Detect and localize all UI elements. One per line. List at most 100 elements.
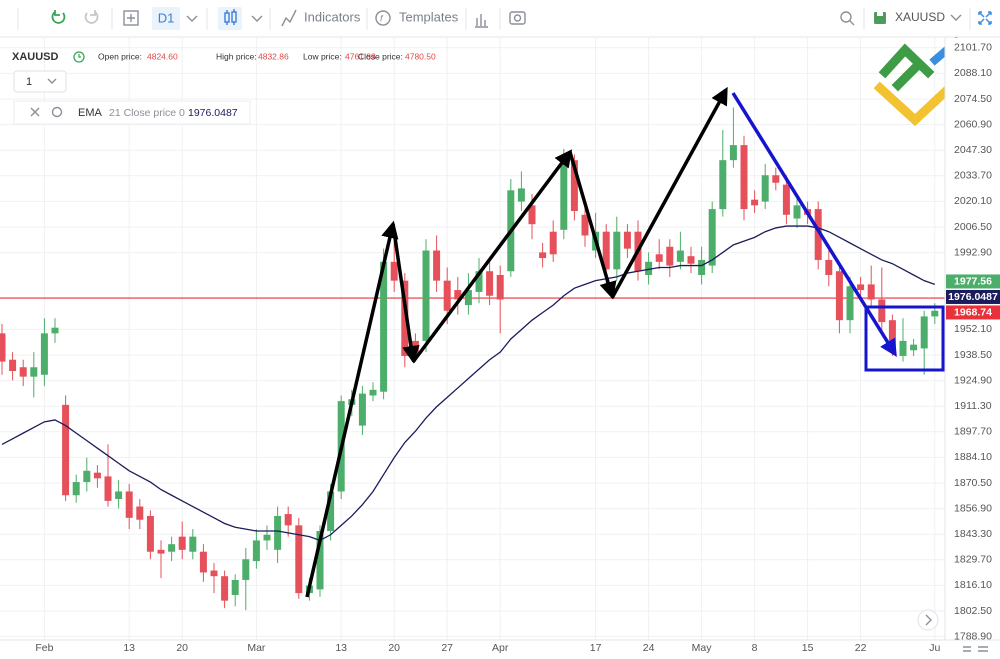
price-axis-panel [945,38,1000,659]
candle-body [0,333,6,362]
indicators-button[interactable]: Indicators [304,9,361,24]
interval-value[interactable]: 1 [26,76,32,88]
timeframe[interactable]: D1 [158,10,175,25]
candle-body [231,579,239,596]
logo [873,36,962,127]
candle-body [284,514,292,526]
dropdown-arrow[interactable] [186,15,198,22]
timeframe-button[interactable] [152,7,180,30]
candle-body [157,549,165,554]
x-tick-label: 24 [643,642,655,654]
candle-body [62,404,70,496]
candle-body [401,280,409,356]
symbol-button[interactable]: XAUUSD [895,10,945,24]
price-label-bg [946,274,1000,289]
screenshot-button[interactable] [509,11,526,25]
candle-body [835,271,843,321]
y-tick-label: 2006.50 [954,221,992,233]
candle-body [93,472,101,479]
candle-body [40,333,48,375]
candle-body [189,536,197,552]
candle-body [454,290,462,300]
candle-body [380,261,388,392]
candle-body [210,570,218,577]
candle-body [369,389,377,396]
remove-indicator[interactable] [30,107,40,117]
undo-button[interactable] [51,10,66,24]
scroll-arrow [925,614,932,626]
candle-body [252,540,260,562]
chart-type-button[interactable] [218,7,242,30]
field-label: High price: [216,51,257,61]
candle-body [242,559,250,580]
field-value: 4832.86 [258,51,289,61]
candle-body [390,261,398,281]
annotation-arrow [391,223,420,364]
indicators-icon[interactable] [281,9,297,27]
symbol-icon-part [877,12,883,16]
annotation-arrow [411,149,573,364]
redo-button[interactable] [84,10,99,24]
candle-body [793,205,801,219]
x-tick-label: Mar [247,642,266,654]
candle-body [772,175,780,183]
candle-body [136,506,144,520]
y-tick-label: 1884.10 [954,451,992,463]
candle-body [825,259,833,275]
candle-body [316,531,324,590]
candle-body [464,290,472,306]
annotations [305,86,945,598]
y-tick-label: 1829.70 [954,554,992,566]
indicator-params: 21 Close price 0 [109,107,185,119]
price-label: 1977.56 [954,275,992,287]
y-tick-label: 1788.90 [954,630,992,642]
y-tick-label: 2020.10 [954,195,992,207]
indicator-value: 1976.0487 [188,107,238,119]
indicator-row [13,100,251,125]
x-tick-label: 22 [855,642,867,654]
candle-body [878,299,886,323]
candle-body [9,359,17,372]
add-button[interactable] [123,10,139,26]
dropdown-arrow[interactable] [47,78,57,84]
candle-body [570,160,578,211]
x-tick-label: 13 [123,642,135,654]
candle-body [358,393,366,426]
dropdown-arrow[interactable] [950,14,962,21]
candle-icon[interactable] [224,9,237,25]
candle-body [560,160,568,230]
x-tick-label: Ju [929,642,940,654]
field-value: 4780.50 [405,51,436,61]
templates-icon[interactable] [375,10,391,26]
field-value: 4761.83 [345,51,376,61]
indicator-settings[interactable] [51,106,63,118]
x-axis: Feb 13 20 Mar 13 20 27 Apr 17 24 May 8 15 22 Ju [35,642,940,654]
legend: XAUUSD Open price: 4824.60 High price: 4… [12,51,436,125]
fullscreen-button[interactable] [978,11,992,25]
volume-button[interactable] [475,14,488,28]
candle-body [422,250,430,341]
annotation-arrow [568,151,617,300]
search-button[interactable] [840,11,855,26]
axis-settings[interactable] [963,646,988,652]
candle-body [263,534,271,541]
y-tick-label: 2060.90 [954,118,992,130]
clock-icon [73,51,85,63]
x-tick-label: 27 [441,642,453,654]
templates-button[interactable]: Templates [399,9,459,24]
candle-body [221,576,229,601]
dropdown-arrow[interactable] [251,15,263,22]
y-tick-label: 1952.10 [954,323,992,335]
candle-body [168,544,176,552]
field-label: Low price: [303,51,342,61]
price-label-bg [946,289,1000,304]
candle-body [899,340,907,356]
candle-body [295,525,303,594]
scroll-right-button[interactable] [917,609,939,631]
x-tick-label: Apr [492,642,509,654]
candle-body [125,491,133,518]
interval-select[interactable] [13,70,67,93]
price-label: 1968.74 [954,306,992,318]
field-label: Close price: [358,51,403,61]
